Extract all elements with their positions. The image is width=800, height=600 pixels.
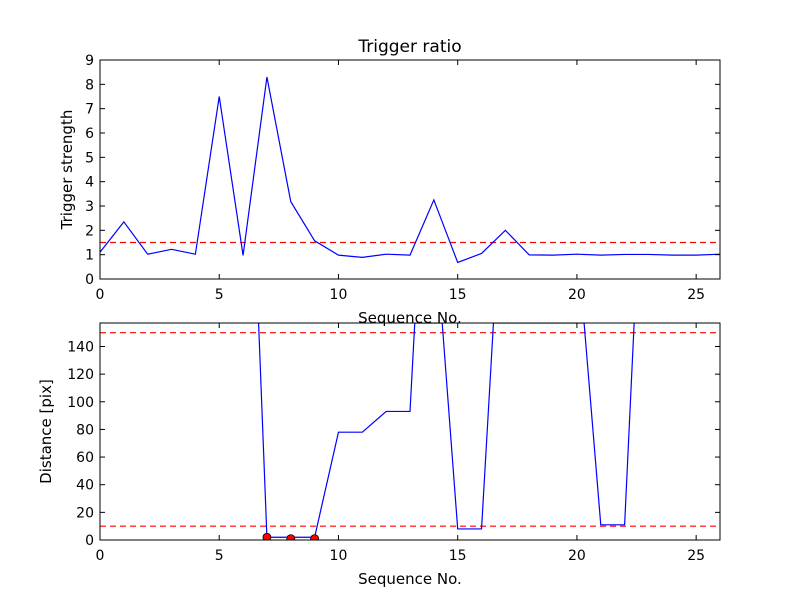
x-tick-label: 5 bbox=[215, 548, 224, 564]
top-chart: 0 5 10 15 20 25 0 1 2 3 4 5 6 7 8 9 Trigger ratio Sequenc… bbox=[58, 37, 721, 327]
y-tick-label: 120 bbox=[67, 367, 94, 383]
y-tick-label: 5 bbox=[85, 150, 94, 166]
x-tick-label: 20 bbox=[568, 548, 586, 564]
x-axis-label: Sequence No. bbox=[358, 309, 462, 327]
y-tick-label: 100 bbox=[67, 395, 94, 411]
x-tick-label: 0 bbox=[96, 548, 105, 564]
y-tick-label: 2 bbox=[85, 223, 94, 239]
plot-area bbox=[100, 76, 720, 264]
y-tick-label: 6 bbox=[85, 126, 94, 142]
data-point-marker-0 bbox=[262, 532, 272, 540]
y-tick-label: 0 bbox=[85, 533, 94, 549]
x-tick-label: 15 bbox=[449, 548, 467, 564]
y-tick-label: 60 bbox=[76, 450, 94, 466]
x-tick-label: 5 bbox=[215, 287, 224, 303]
y-tick-label: 0 bbox=[85, 272, 94, 288]
axes-frame bbox=[99, 59, 721, 280]
x-tick-label: 25 bbox=[687, 548, 705, 564]
y-axis-label: Trigger strength bbox=[58, 110, 76, 231]
y-tick-label: 80 bbox=[76, 422, 94, 438]
y-tick-label: 140 bbox=[67, 339, 94, 355]
y-tick-label: 9 bbox=[85, 53, 94, 69]
y-tick-label: 3 bbox=[85, 199, 94, 215]
bottom-chart: 0 5 10 15 20 25 0 20 40 60 80 100 120 140 Sequence No.… bbox=[37, 322, 721, 588]
series-line-0 bbox=[100, 76, 720, 264]
chart-title: Trigger ratio bbox=[357, 37, 461, 57]
y-tick-label: 8 bbox=[85, 77, 94, 93]
y-tick-label: 20 bbox=[76, 505, 94, 521]
y-tick-label: 40 bbox=[76, 478, 94, 494]
data-point-marker-2 bbox=[310, 534, 320, 540]
x-tick-label: 15 bbox=[449, 287, 467, 303]
y-tick-label: 4 bbox=[85, 175, 94, 191]
x-tick-label: 20 bbox=[568, 287, 586, 303]
x-tick-label: 0 bbox=[96, 287, 105, 303]
x-axis-label: Sequence No. bbox=[358, 570, 462, 588]
x-tick-label: 10 bbox=[330, 548, 348, 564]
y-tick-label: 7 bbox=[85, 102, 94, 118]
x-tick-label: 25 bbox=[687, 287, 705, 303]
y-tick-label: 1 bbox=[85, 248, 94, 264]
axes-frame bbox=[99, 322, 721, 541]
x-tick-label: 10 bbox=[330, 287, 348, 303]
y-axis-label: Distance [pix] bbox=[37, 379, 55, 484]
data-point-marker-1 bbox=[286, 534, 296, 540]
plot-area bbox=[100, 323, 720, 540]
